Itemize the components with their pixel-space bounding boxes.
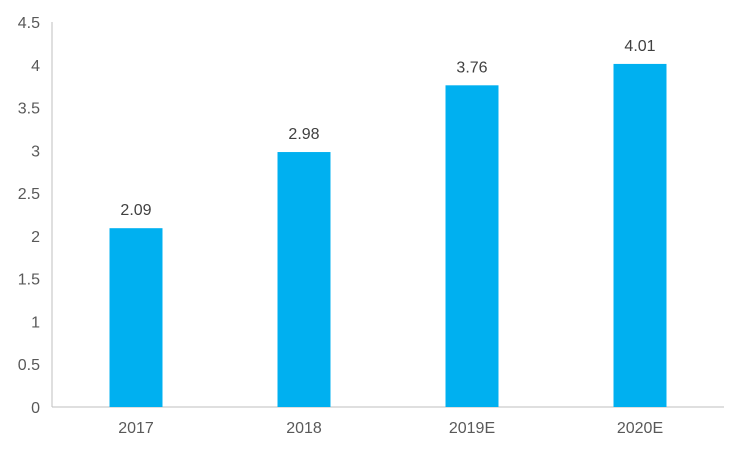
x-tick-label: 2020E bbox=[617, 420, 663, 437]
y-axis: 0 0.5 1 1.5 2 2.5 3 3.5 4 4.5 bbox=[18, 15, 53, 417]
x-tick-label: 2017 bbox=[118, 420, 154, 437]
bar bbox=[277, 152, 331, 407]
y-tick-label: 0.5 bbox=[18, 357, 40, 374]
bar bbox=[613, 63, 667, 408]
x-axis: 2017 2018 2019E 2020E bbox=[52, 406, 724, 437]
bar-value-label: 2.98 bbox=[288, 126, 319, 143]
bar bbox=[445, 85, 499, 408]
bar-value-label: 4.01 bbox=[624, 38, 655, 55]
data-labels: 2.09 2.98 3.76 4.01 bbox=[120, 38, 655, 219]
bar-value-label: 2.09 bbox=[120, 202, 151, 219]
y-tick-label: 0 bbox=[31, 400, 40, 417]
bar-value-label: 3.76 bbox=[456, 59, 487, 76]
y-tick-label: 1.5 bbox=[18, 272, 40, 289]
y-tick-label: 3 bbox=[31, 143, 40, 160]
bar bbox=[109, 228, 163, 407]
bars bbox=[109, 63, 667, 408]
x-tick-label: 2018 bbox=[286, 420, 322, 437]
y-tick-label: 3.5 bbox=[18, 101, 40, 118]
y-tick-label: 4.5 bbox=[18, 15, 40, 32]
y-tick-label: 2.5 bbox=[18, 186, 40, 203]
y-tick-label: 2 bbox=[31, 229, 40, 246]
x-tick-label: 2019E bbox=[449, 420, 495, 437]
y-tick-label: 1 bbox=[31, 314, 40, 331]
y-tick-label: 4 bbox=[31, 58, 40, 75]
